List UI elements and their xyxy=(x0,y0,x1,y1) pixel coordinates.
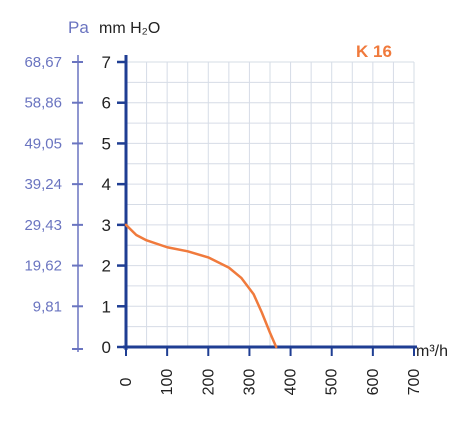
x-tick-label: 500 xyxy=(324,369,341,396)
mm-tick-label: 1 xyxy=(102,297,111,316)
x-tick-label: 600 xyxy=(365,369,382,396)
pa-tick-label: 39,24 xyxy=(24,176,62,193)
pa-axis: 9,81 19,62 29,43 39,24 49,05 58,86 68,67 xyxy=(24,54,83,352)
grid xyxy=(126,61,415,347)
axes xyxy=(123,55,417,350)
mm-tick-label: 3 xyxy=(102,216,111,235)
mm-tick-label: 5 xyxy=(102,134,111,153)
series-group xyxy=(124,223,278,349)
pa-tick-label: 49,05 xyxy=(24,135,62,152)
pa-tick-label: 9,81 xyxy=(33,298,62,315)
pa-tick-label: 58,86 xyxy=(24,95,62,112)
mm-tick-label: 4 xyxy=(102,175,111,194)
x-tick-label: 400 xyxy=(283,369,300,396)
pa-tick-label: 19,62 xyxy=(24,258,62,275)
pa-unit-label: Pa xyxy=(68,18,89,37)
mm-axis: 0 1 2 3 4 5 6 7 xyxy=(102,53,127,357)
x-tick-label: 200 xyxy=(200,369,217,396)
pa-tick-label: 68,67 xyxy=(24,54,62,71)
y-axis-label: mm H₂O xyxy=(99,20,160,37)
mm-tick-label: 6 xyxy=(102,94,111,113)
series-line xyxy=(124,223,278,349)
x-tick-label: 100 xyxy=(159,369,176,396)
x-tick-label: 300 xyxy=(241,369,258,396)
x-tick-label: 700 xyxy=(406,369,423,396)
model-label: K 16 xyxy=(356,42,392,61)
pa-tick-label: 29,43 xyxy=(24,217,62,234)
mm-tick-label: 0 xyxy=(102,338,111,357)
mm-tick-label: 2 xyxy=(102,257,111,276)
x-axis-label: m³/h xyxy=(416,343,448,360)
x-axis: 0 100 200 300 400 500 600 700 xyxy=(118,347,423,395)
mm-tick-label: 7 xyxy=(102,53,111,72)
x-tick-label: 0 xyxy=(118,377,135,386)
